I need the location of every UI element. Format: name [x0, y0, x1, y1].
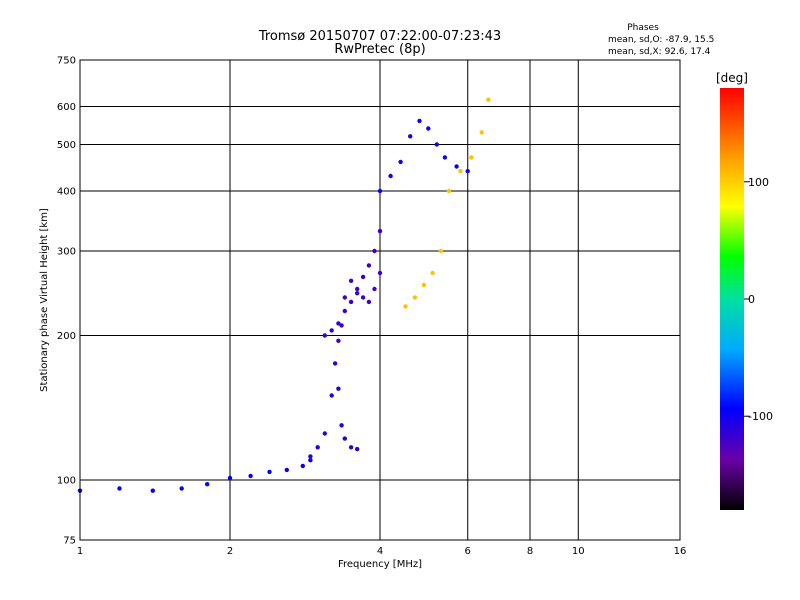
data-point: [267, 469, 272, 475]
y-tick-label: 200: [57, 331, 76, 342]
y-tick-label: 750: [57, 56, 76, 67]
x-tick-label: 6: [465, 546, 471, 557]
colorbar-tick-label: 100: [748, 176, 769, 189]
data-point: [329, 328, 334, 333]
y-tick-label: 400: [57, 187, 76, 198]
data-point: [332, 361, 338, 366]
plot-frame: [79, 59, 681, 541]
data-point: [348, 445, 354, 450]
stats-line-o: mean, sd,O: -87.9, 15.5: [608, 35, 714, 45]
x-tick-label: 16: [674, 546, 687, 557]
x-tick-label: 1: [77, 546, 83, 557]
data-point: [339, 423, 344, 428]
data-point: [360, 295, 366, 300]
data-point: [336, 386, 341, 391]
data-point: [336, 338, 341, 343]
data-point: [458, 169, 463, 174]
data-point: [360, 274, 366, 280]
data-point: [454, 164, 459, 169]
data-point: [150, 488, 155, 493]
data-point: [336, 321, 341, 326]
data-point: [248, 473, 253, 479]
colorbar: [720, 88, 744, 510]
data-point: [426, 126, 431, 131]
data-point: [339, 323, 344, 328]
data-point: [403, 304, 408, 309]
stats-heading: Phases: [627, 23, 659, 33]
colorbar-tick-label: 0: [748, 293, 755, 306]
data-point: [342, 295, 347, 300]
x-tick-label: 8: [527, 546, 533, 557]
data-point: [355, 286, 360, 292]
y-tick-label: 100: [57, 476, 76, 487]
data-point: [388, 173, 393, 179]
data-point: [342, 436, 347, 441]
data-point: [348, 278, 354, 283]
data-point: [430, 270, 435, 276]
data-point: [412, 295, 418, 300]
data-point: [446, 188, 452, 194]
data-point: [465, 169, 470, 174]
data-point: [469, 155, 474, 160]
data-point: [308, 458, 313, 463]
data-point: [486, 97, 491, 102]
y-tick-label: 75: [63, 536, 76, 547]
x-tick-label: 10: [572, 546, 585, 557]
data-point: [117, 486, 122, 491]
chart-subtitle: RwPretec (8p): [334, 42, 425, 57]
x-tick-label: 2: [227, 546, 233, 557]
data-point: [366, 263, 372, 268]
axis-ticks: 1 2 4 6 8 10 16 75 100 200 300 400 500 600 750: [57, 56, 686, 558]
data-point: [179, 486, 184, 491]
y-tick-label: 300: [57, 247, 76, 258]
data-point: [438, 248, 444, 254]
data-point: [205, 482, 210, 487]
y-tick-label: 600: [57, 102, 76, 113]
stats-line-x: mean, sd,X: 92.6, 17.4: [608, 47, 711, 57]
data-point: [342, 308, 347, 314]
data-point: [322, 333, 327, 338]
y-axis-label: Stationary phase Virtual Height [km]: [39, 208, 50, 392]
data-point: [322, 431, 327, 436]
data-point: [479, 130, 484, 135]
data-point: [355, 446, 360, 452]
data-point: [355, 291, 360, 296]
data-point: [377, 188, 383, 194]
data-point: [434, 142, 439, 147]
data-point: [377, 270, 383, 276]
data-points: [77, 97, 491, 493]
data-point: [348, 299, 354, 305]
data-point: [442, 155, 448, 160]
x-axis-label: Frequency [MHz]: [338, 559, 422, 570]
data-point: [227, 475, 233, 481]
x-tick-label: 4: [377, 546, 383, 557]
chart-title: Tromsø 20150707 07:22:00-07:23:43: [258, 29, 501, 44]
data-point: [308, 454, 313, 459]
data-point: [366, 299, 372, 305]
data-point: [377, 228, 383, 234]
data-point: [329, 393, 334, 398]
data-point: [372, 286, 377, 292]
colorbar-tick-label: -100: [748, 410, 773, 423]
data-point: [315, 445, 320, 450]
data-point: [421, 282, 427, 288]
data-point: [300, 463, 305, 469]
grid-lines: [80, 60, 680, 540]
data-point: [284, 467, 289, 473]
data-point: [408, 134, 413, 139]
y-tick-label: 500: [57, 140, 76, 151]
data-point: [372, 248, 377, 254]
colorbar-ticks: 100 0 -100: [744, 176, 773, 423]
data-point: [417, 118, 422, 124]
data-point: [398, 159, 403, 165]
colorbar-label: [deg]: [716, 71, 748, 85]
